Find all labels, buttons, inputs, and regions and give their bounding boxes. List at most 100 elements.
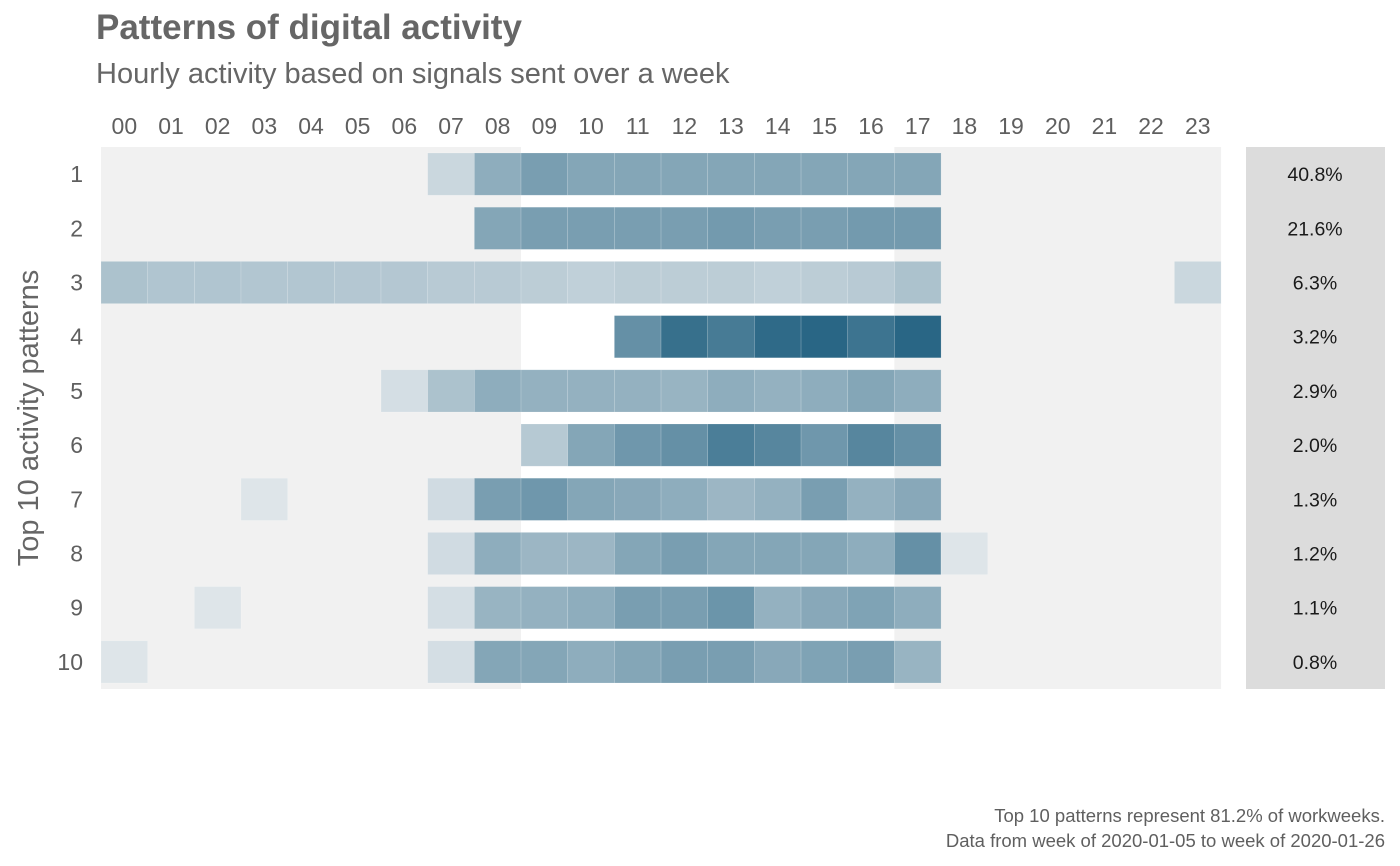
heatmap-cell [474,152,522,196]
heatmap-cell [614,261,662,304]
heatmap-cell [614,152,662,196]
hour-tick-label: 14 [765,113,791,139]
heatmap-cell [754,640,802,684]
heatmap-cell [520,369,569,413]
heatmap-cell [894,152,942,196]
heatmap-cell [847,369,895,413]
caption-line-2: Data from week of 2020-01-05 to week of … [945,830,1385,851]
share-label: 0.8% [1293,652,1337,674]
heatmap-cell [240,261,288,304]
heatmap-cell [614,423,662,467]
share-label: 2.9% [1293,381,1337,403]
hour-tick-label: 21 [1092,113,1118,139]
heatmap-cell [847,261,895,304]
share-label: 6.3% [1293,273,1337,295]
heatmap-cell [474,206,522,250]
share-label: 3.2% [1293,327,1337,349]
hour-tick-label: 10 [578,113,604,139]
heatmap-cell [520,532,569,575]
share-label: 1.1% [1293,598,1337,620]
share-label: 1.3% [1293,489,1337,511]
heatmap-cell [614,477,662,521]
heatmap-cell [707,206,755,250]
heatmap-cell [520,640,569,684]
heatmap-cell [940,532,989,575]
heatmap-cell [520,586,569,630]
heatmap-cell [567,640,615,684]
heatmap-cell [474,640,522,684]
pattern-tick-label: 1 [70,161,83,187]
pattern-tick-label: 8 [70,541,83,567]
heatmap-cell [427,261,475,304]
heatmap-cell [800,640,849,684]
heatmap-cell [660,261,709,304]
heatmap-cell [474,532,522,575]
heatmap-cell [660,315,709,359]
heatmap-cell [894,369,942,413]
share-label: 2.0% [1293,435,1337,457]
hour-tick-label: 06 [392,113,418,139]
heatmap-cell [800,206,849,250]
heatmap-cell [800,423,849,467]
heatmap-cell [100,261,148,304]
caption: Top 10 patterns represent 81.2% of workw… [946,803,1385,853]
heatmap-cell [474,369,522,413]
heatmap-cell [614,586,662,630]
heatmap-cell [474,261,522,304]
share-panel [1246,147,1385,689]
hour-tick-label: 15 [812,113,838,139]
heatmap-cell [754,152,802,196]
heatmap-cell [614,640,662,684]
heatmap-cell [800,586,849,630]
heatmap-cell [894,586,942,630]
heatmap-cell [567,206,615,250]
heatmap-cell [380,261,428,304]
heatmap-cell [520,423,569,467]
hour-tick-label: 12 [672,113,698,139]
hour-tick-label: 16 [858,113,884,139]
heatmap-cell [847,315,895,359]
heatmap-cell [894,206,942,250]
pattern-tick-label: 6 [70,432,83,458]
heatmap-cell [800,152,849,196]
heatmap-cell [800,315,849,359]
hour-tick-label: 11 [626,113,650,139]
heatmap-cell [800,261,849,304]
heatmap-cell [520,261,569,304]
heatmap-cell [427,369,475,413]
hour-tick-label: 18 [952,113,978,139]
heatmap-cell [520,477,569,521]
pattern-tick-label: 2 [70,215,83,241]
heatmap-cell [800,369,849,413]
pattern-tick-label: 9 [70,595,83,621]
share-label: 1.2% [1293,544,1337,566]
y-axis-title: Top 10 activity patterns [13,270,45,567]
heatmap-cell [660,423,709,467]
heatmap-cell [520,152,569,196]
hour-tick-label: 00 [112,113,138,139]
chart-title: Patterns of digital activity [96,8,522,47]
heatmap-cell [707,586,755,630]
heatmap-cell [754,423,802,467]
pattern-tick-label: 10 [57,649,83,675]
heatmap-cell [754,369,802,413]
heatmap-cell [847,423,895,467]
heatmap-cell [847,152,895,196]
heatmap-cell [847,640,895,684]
heatmap-cell [894,477,942,521]
heatmap-cell [520,206,569,250]
heatmap-cell [147,261,195,304]
hour-tick-label: 09 [532,113,558,139]
heatmap-cell [334,261,382,304]
heatmap-cell [894,532,942,575]
heatmap-cell [660,152,709,196]
heatmap-cell [567,477,615,521]
heatmap-cell [614,532,662,575]
heatmap-cell [660,586,709,630]
heatmap-cell [567,586,615,630]
pattern-tick-label: 3 [70,270,83,296]
heatmap-cell [754,477,802,521]
heatmap-cell [240,477,288,521]
heatmap-cell [754,586,802,630]
